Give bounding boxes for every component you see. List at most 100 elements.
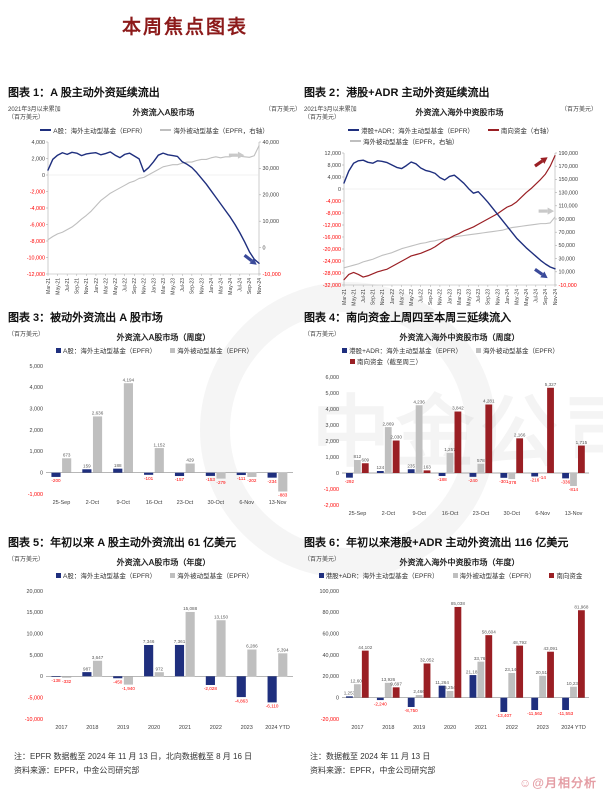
weibo-watermark-text: @月相分析 (532, 776, 597, 790)
legend-item: 南向资金 (549, 570, 582, 580)
svg-text:Nov-24: Nov-24 (257, 277, 263, 293)
svg-text:2,466: 2,466 (413, 689, 425, 694)
svg-text:812: 812 (354, 454, 362, 459)
footnote-right-line1: 注：数据截至 2024 年 11 月 13 日 (310, 752, 431, 761)
svg-text:7,346: 7,346 (143, 639, 155, 644)
svg-text:Nov-22: Nov-22 (142, 277, 148, 293)
svg-text:3,842: 3,842 (452, 406, 464, 411)
trend-arrow-icon (534, 156, 548, 167)
chart5-subheader: （百万美元） 外资流入A股市场（年度） (8, 557, 301, 568)
legend-label: 海外被动型基金（EPFR） (483, 348, 559, 355)
svg-text:Jul-23: Jul-23 (180, 277, 186, 291)
svg-text:-4,000: -4,000 (326, 198, 341, 204)
trend-arrow-icon (538, 207, 555, 215)
svg-text:6,254: 6,254 (444, 685, 456, 690)
chart-6-hk-adr-yearly: 图表 6：年初以来港股+ADR 主动外资流出 116 亿美元 （百万美元） 外资流入… (304, 534, 597, 733)
footnote-left: 注：EPFR 数据截至 2024 年 11 月 13 日，北向数据截至 8 月 … (14, 750, 252, 777)
svg-text:1,715: 1,715 (576, 440, 588, 445)
svg-text:Sep-21: Sep-21 (75, 277, 81, 293)
svg-text:-301: -301 (499, 479, 509, 484)
legend-swatch-icon (549, 572, 555, 578)
chart5-plot: 20,000 15,000 10,000 5,000 0 -5,000 -10,000 201… (25, 589, 293, 731)
legend-label: 南向资金（右轴） (500, 127, 553, 135)
svg-text:673: 673 (63, 453, 71, 458)
legend-swatch-icon (342, 347, 348, 353)
svg-text:9-Oct: 9-Oct (116, 500, 130, 506)
svg-text:-6,000: -6,000 (30, 222, 45, 228)
svg-text:10,000: 10,000 (27, 631, 44, 637)
svg-text:20,000: 20,000 (263, 192, 280, 198)
legend-item: A股：海外主动型基金（EPFR） (55, 345, 157, 355)
legend-label: A股：海外主动型基金（EPFR） (62, 348, 157, 355)
svg-text:25-Sep: 25-Sep (53, 500, 71, 506)
svg-text:Nov-21: Nov-21 (380, 288, 386, 304)
svg-text:-153: -153 (206, 477, 216, 482)
svg-text:-332: -332 (62, 679, 72, 684)
svg-text:4,281: 4,281 (483, 399, 495, 404)
svg-text:Sep-24: Sep-24 (247, 277, 253, 293)
svg-text:2,636: 2,636 (92, 411, 104, 416)
page-title: 本周焦点图表 (122, 17, 249, 38)
svg-text:40,000: 40,000 (263, 139, 280, 145)
svg-text:Sep-21: Sep-21 (371, 288, 377, 304)
svg-text:23-Oct: 23-Oct (473, 511, 490, 517)
svg-text:Nov-23: Nov-23 (199, 277, 205, 293)
svg-text:2,166: 2,166 (514, 433, 526, 438)
svg-text:-10,000: -10,000 (263, 271, 281, 277)
svg-text:9,697: 9,697 (390, 682, 402, 687)
chart6-legend-row-0: 港股+ADR：海外主动型基金（EPFR） 海外被动型基金（EPFR） 南向资金 (304, 570, 597, 580)
svg-text:-2,000: -2,000 (324, 503, 339, 509)
svg-text:-188: -188 (437, 477, 447, 482)
legend-label: 港股+ADR：海外主动型基金（EPFR） (361, 127, 474, 135)
svg-text:81,968: 81,968 (574, 604, 588, 609)
legend-swatch-icon (348, 128, 360, 131)
legend-label: 海外被动型基金（EPFR） (177, 573, 253, 580)
svg-text:0: 0 (42, 172, 45, 178)
chart2-legend-row-0: 港股+ADR：海外主动型基金（EPFR） 南向资金（右轴） (304, 125, 597, 135)
svg-text:2017: 2017 (55, 725, 67, 731)
svg-text:-1,000: -1,000 (324, 487, 339, 493)
svg-text:110,000: 110,000 (559, 203, 578, 209)
svg-text:-1,940: -1,940 (122, 686, 135, 691)
legend-item: 南向资金（截至周三） (350, 356, 422, 366)
svg-text:13,150: 13,150 (214, 614, 228, 619)
svg-text:-20,000: -20,000 (321, 717, 339, 723)
svg-text:2024 YTD: 2024 YTD (265, 725, 290, 731)
svg-text:10,233: 10,233 (566, 681, 580, 686)
svg-text:6,286: 6,286 (246, 644, 258, 649)
svg-text:-200: -200 (51, 478, 61, 483)
svg-text:124: 124 (376, 465, 384, 470)
svg-text:May-22: May-22 (113, 277, 119, 294)
svg-text:Nov-22: Nov-22 (438, 288, 444, 304)
svg-text:Mar-21: Mar-21 (342, 288, 348, 304)
legend-item: 港股+ADR：海外主动型基金（EPFR） (318, 570, 439, 580)
svg-text:-279: -279 (216, 480, 226, 485)
svg-text:987: 987 (83, 666, 91, 671)
svg-text:Mar-24: Mar-24 (218, 277, 224, 293)
svg-text:Jan-24: Jan-24 (505, 288, 511, 304)
svg-text:May-21: May-21 (351, 288, 357, 305)
svg-text:3,647: 3,647 (92, 655, 104, 660)
svg-text:2018: 2018 (382, 725, 394, 731)
legend-label: A股：海外主动型基金（EPFR） (53, 127, 147, 135)
svg-text:Jan-23: Jan-23 (447, 288, 453, 304)
svg-text:4,236: 4,236 (413, 399, 425, 404)
svg-text:-292: -292 (345, 479, 355, 484)
chart2-plot: 12,000 8,000 4,000 0 -4,000 -8,000 -12,000 -16,… (323, 150, 578, 305)
svg-text:-14: -14 (539, 475, 546, 480)
svg-text:Mar-22: Mar-22 (399, 288, 405, 304)
svg-text:9-Oct: 9-Oct (412, 511, 426, 517)
svg-text:80,000: 80,000 (323, 610, 340, 616)
legend-item: A股：海外主动型基金（EPFR） (40, 125, 146, 135)
chart-4-southbound-weekly: 图表 4：南向资金上周四至本周三延续流入 （百万美元） 外资流入海外中资股市场（周度… (304, 309, 597, 519)
svg-text:16-Oct: 16-Oct (146, 500, 163, 506)
svg-text:May-24: May-24 (228, 277, 234, 294)
svg-text:163: 163 (423, 465, 431, 470)
chart2-heading: 图表 2：港股+ADR 主动外资延续流出 (304, 87, 490, 99)
svg-text:235: 235 (407, 463, 415, 468)
trend-arrow-icon (534, 267, 548, 278)
svg-text:25-Sep: 25-Sep (349, 511, 367, 517)
chart3-title: 外资流入A股市场（周度） (116, 333, 211, 342)
svg-text:Mar-24: Mar-24 (514, 288, 520, 304)
svg-text:-8,750: -8,750 (405, 708, 418, 713)
